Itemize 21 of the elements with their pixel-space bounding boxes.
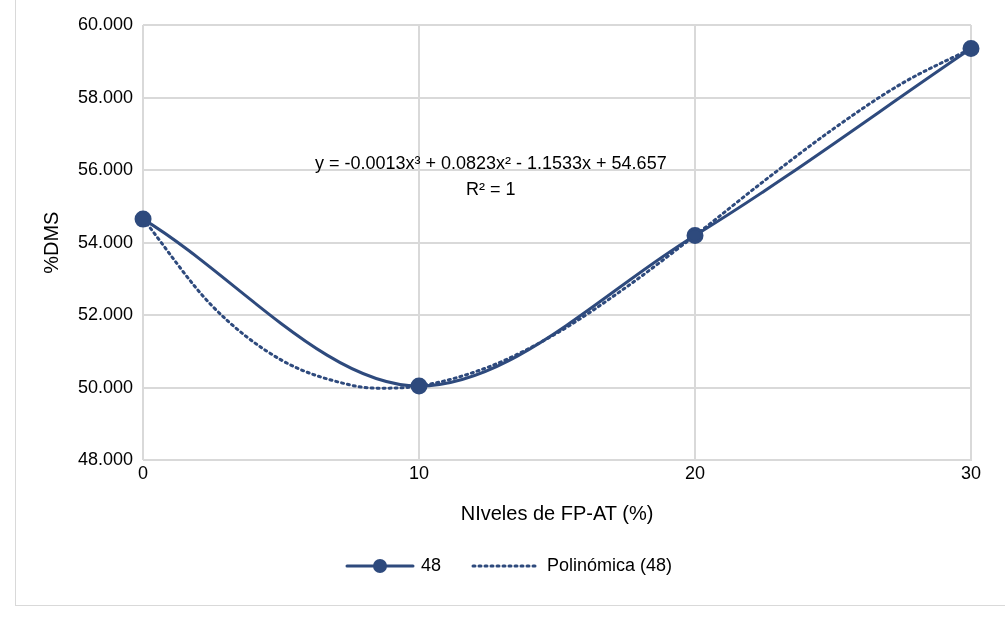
- x-tick-label: 30: [960, 463, 982, 484]
- legend-label: 48: [420, 555, 441, 576]
- legend-label: Polinómica (48): [546, 555, 673, 576]
- x-tick-label: 0: [138, 463, 149, 484]
- y-tick-label: 52.000: [77, 304, 134, 325]
- y-tick-label: 60.000: [77, 13, 134, 34]
- point: [410, 377, 428, 395]
- x-axis-title: NIveles de FP-AT (%): [460, 501, 654, 524]
- point: [134, 210, 152, 228]
- y-tick-label: 54.000: [77, 231, 134, 252]
- point: [962, 40, 980, 58]
- y-tick-label: 56.000: [77, 159, 134, 180]
- y-tick-label: 58.000: [77, 86, 134, 107]
- annotation: y = -0.0013x³ + 0.0823x² - 1.1533x + 54.657: [314, 153, 667, 174]
- y-tick-label: 48.000: [77, 449, 134, 470]
- y-tick-label: 50.000: [77, 376, 134, 397]
- x-tick-label: 20: [685, 463, 706, 484]
- x-tick-label: 10: [409, 463, 430, 484]
- y-axis-title: %DMS: [39, 211, 62, 274]
- point: [686, 226, 704, 244]
- annotation: R² = 1: [466, 179, 516, 200]
